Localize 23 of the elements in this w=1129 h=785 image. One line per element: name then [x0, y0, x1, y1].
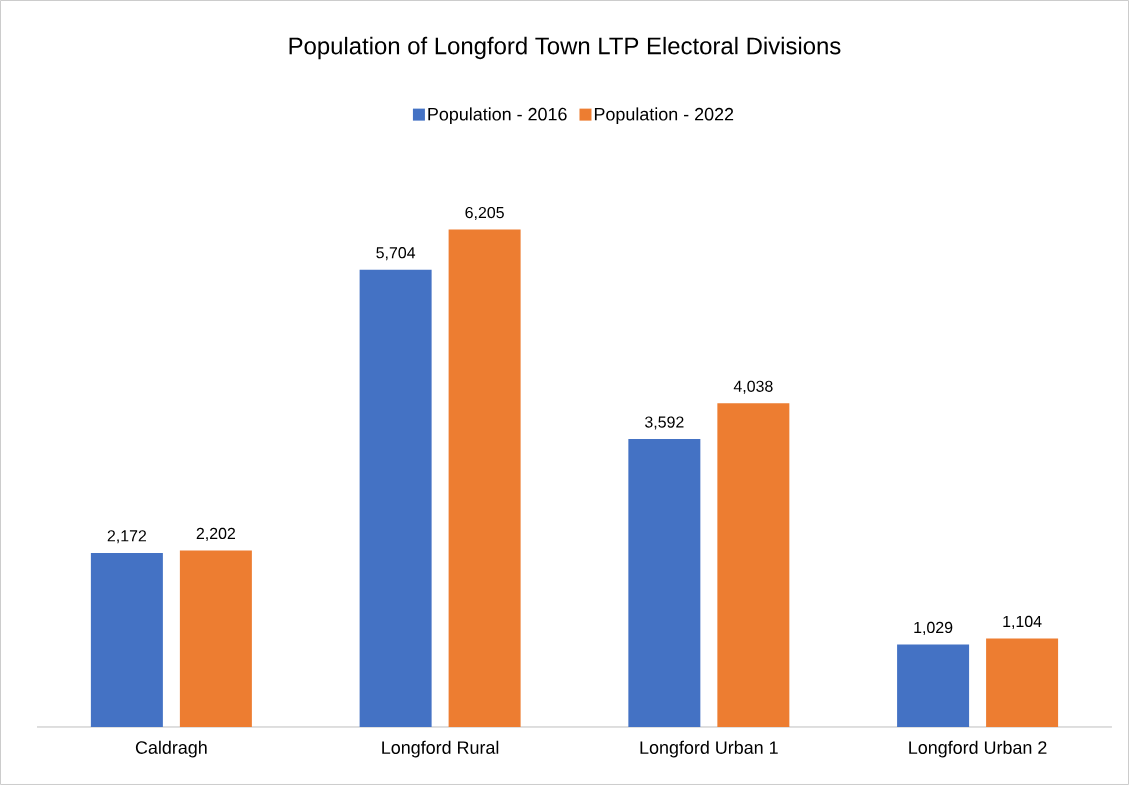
legend-label: Population - 2016 [428, 107, 567, 125]
chart-title: Population of Longford Town LTP Electoral Divisions [289, 36, 841, 60]
x-tick-label: Longford Urban 2 [909, 740, 1047, 758]
x-tick-label: Caldragh [135, 740, 207, 758]
data-label: 2,172 [107, 530, 147, 544]
data-label: 2,202 [196, 527, 236, 541]
bar [359, 269, 432, 727]
bar [986, 638, 1059, 727]
bar [448, 229, 521, 727]
bar [628, 439, 701, 727]
data-label: 4,038 [733, 380, 773, 394]
bar [179, 550, 252, 727]
bar [717, 403, 790, 727]
x-tick-label: Longford Urban 1 [640, 740, 778, 758]
x-tick-label: Longford Rural [382, 740, 499, 758]
data-label: 3,592 [645, 416, 684, 430]
data-label: 5,704 [376, 247, 416, 261]
legend-label: Population - 2022 [594, 107, 734, 125]
data-label: 1,104 [1003, 615, 1042, 629]
data-label: 1,029 [914, 621, 953, 635]
data-label: 6,205 [465, 206, 504, 221]
bar [897, 644, 970, 727]
bar [90, 552, 163, 727]
